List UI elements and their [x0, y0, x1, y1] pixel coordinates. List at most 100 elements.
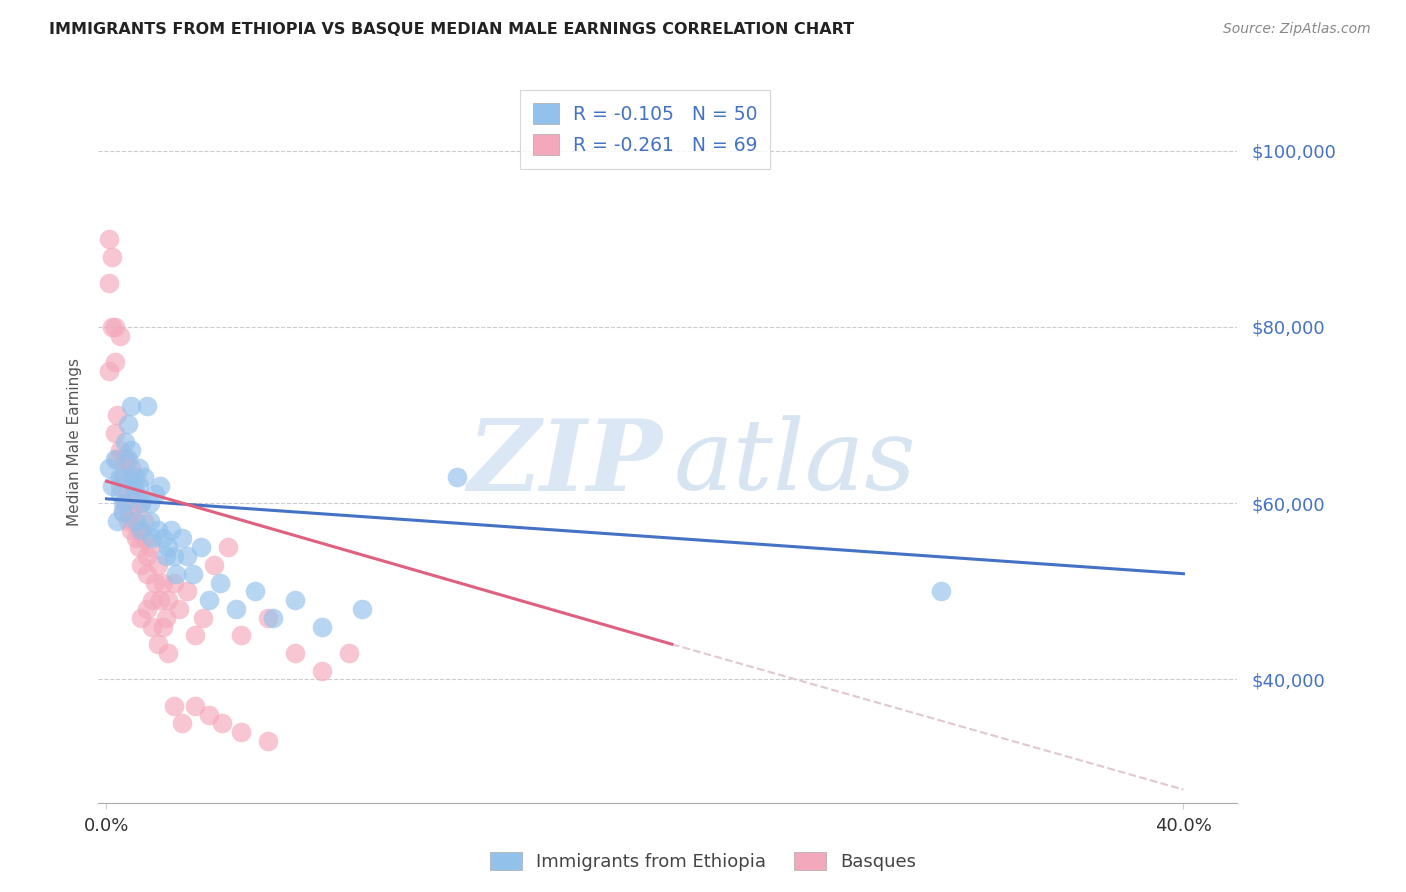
- Point: [146, 558, 169, 572]
- Y-axis label: Median Male Earnings: Median Male Earnings: [67, 358, 83, 525]
- Point: [157, 541, 180, 555]
- Point: [103, 425, 125, 440]
- Point: [122, 478, 145, 492]
- Point: [929, 584, 952, 599]
- Point: [108, 478, 131, 492]
- Point: [125, 514, 148, 528]
- Point: [125, 470, 148, 484]
- Point: [152, 532, 174, 546]
- Point: [128, 461, 150, 475]
- Text: IMMIGRANTS FROM ETHIOPIA VS BASQUE MEDIAN MALE EARNINGS CORRELATION CHART: IMMIGRANTS FROM ETHIOPIA VS BASQUE MEDIA…: [49, 22, 855, 37]
- Point: [134, 532, 156, 546]
- Point: [160, 523, 183, 537]
- Point: [163, 698, 186, 713]
- Point: [117, 452, 139, 467]
- Point: [170, 532, 193, 546]
- Point: [101, 478, 124, 492]
- Point: [120, 399, 142, 413]
- Point: [122, 478, 145, 492]
- Point: [98, 364, 121, 378]
- Point: [193, 611, 215, 625]
- Point: [111, 505, 134, 519]
- Point: [120, 443, 142, 458]
- Point: [128, 478, 150, 492]
- Point: [125, 487, 148, 501]
- Point: [114, 470, 136, 484]
- Point: [284, 646, 307, 660]
- Point: [120, 523, 142, 537]
- Point: [98, 232, 121, 246]
- Point: [114, 452, 136, 467]
- Point: [138, 514, 160, 528]
- Point: [352, 602, 374, 616]
- Point: [163, 575, 186, 590]
- Text: atlas: atlas: [673, 416, 917, 511]
- Point: [111, 496, 134, 510]
- Point: [135, 399, 157, 413]
- Point: [152, 575, 174, 590]
- Point: [117, 514, 139, 528]
- Point: [108, 328, 131, 343]
- Point: [131, 496, 153, 510]
- Point: [101, 250, 124, 264]
- Point: [138, 541, 160, 555]
- Point: [98, 461, 121, 475]
- Point: [114, 434, 136, 449]
- Point: [111, 470, 134, 484]
- Point: [131, 611, 153, 625]
- Point: [103, 355, 125, 369]
- Point: [125, 496, 148, 510]
- Point: [101, 320, 124, 334]
- Point: [125, 532, 148, 546]
- Text: ZIP: ZIP: [467, 415, 662, 511]
- Point: [131, 496, 153, 510]
- Point: [163, 549, 186, 563]
- Point: [117, 487, 139, 501]
- Point: [225, 602, 247, 616]
- Point: [190, 541, 212, 555]
- Point: [128, 541, 150, 555]
- Point: [229, 725, 252, 739]
- Point: [105, 408, 128, 422]
- Point: [120, 505, 142, 519]
- Point: [134, 470, 156, 484]
- Point: [337, 646, 360, 660]
- Point: [141, 532, 163, 546]
- Point: [155, 611, 177, 625]
- Point: [141, 619, 163, 633]
- Point: [243, 584, 266, 599]
- Point: [108, 487, 131, 501]
- Point: [135, 549, 157, 563]
- Point: [198, 707, 221, 722]
- Point: [257, 734, 280, 748]
- Point: [202, 558, 225, 572]
- Point: [198, 593, 221, 607]
- Point: [155, 549, 177, 563]
- Point: [262, 611, 284, 625]
- Point: [167, 602, 190, 616]
- Point: [208, 575, 231, 590]
- Point: [149, 593, 172, 607]
- Point: [114, 452, 136, 467]
- Point: [128, 523, 150, 537]
- Legend: R = -0.105   N = 50, R = -0.261   N = 69: R = -0.105 N = 50, R = -0.261 N = 69: [520, 90, 770, 169]
- Point: [311, 664, 333, 678]
- Point: [184, 698, 207, 713]
- Point: [184, 628, 207, 642]
- Point: [131, 523, 153, 537]
- Point: [108, 443, 131, 458]
- Point: [103, 320, 125, 334]
- Point: [120, 461, 142, 475]
- Point: [122, 470, 145, 484]
- Point: [176, 584, 198, 599]
- Point: [134, 514, 156, 528]
- Point: [181, 566, 204, 581]
- Point: [311, 619, 333, 633]
- Point: [103, 452, 125, 467]
- Point: [166, 566, 188, 581]
- Legend: Immigrants from Ethiopia, Basques: Immigrants from Ethiopia, Basques: [482, 845, 924, 879]
- Point: [108, 470, 131, 484]
- Point: [135, 566, 157, 581]
- Point: [229, 628, 252, 642]
- Point: [135, 602, 157, 616]
